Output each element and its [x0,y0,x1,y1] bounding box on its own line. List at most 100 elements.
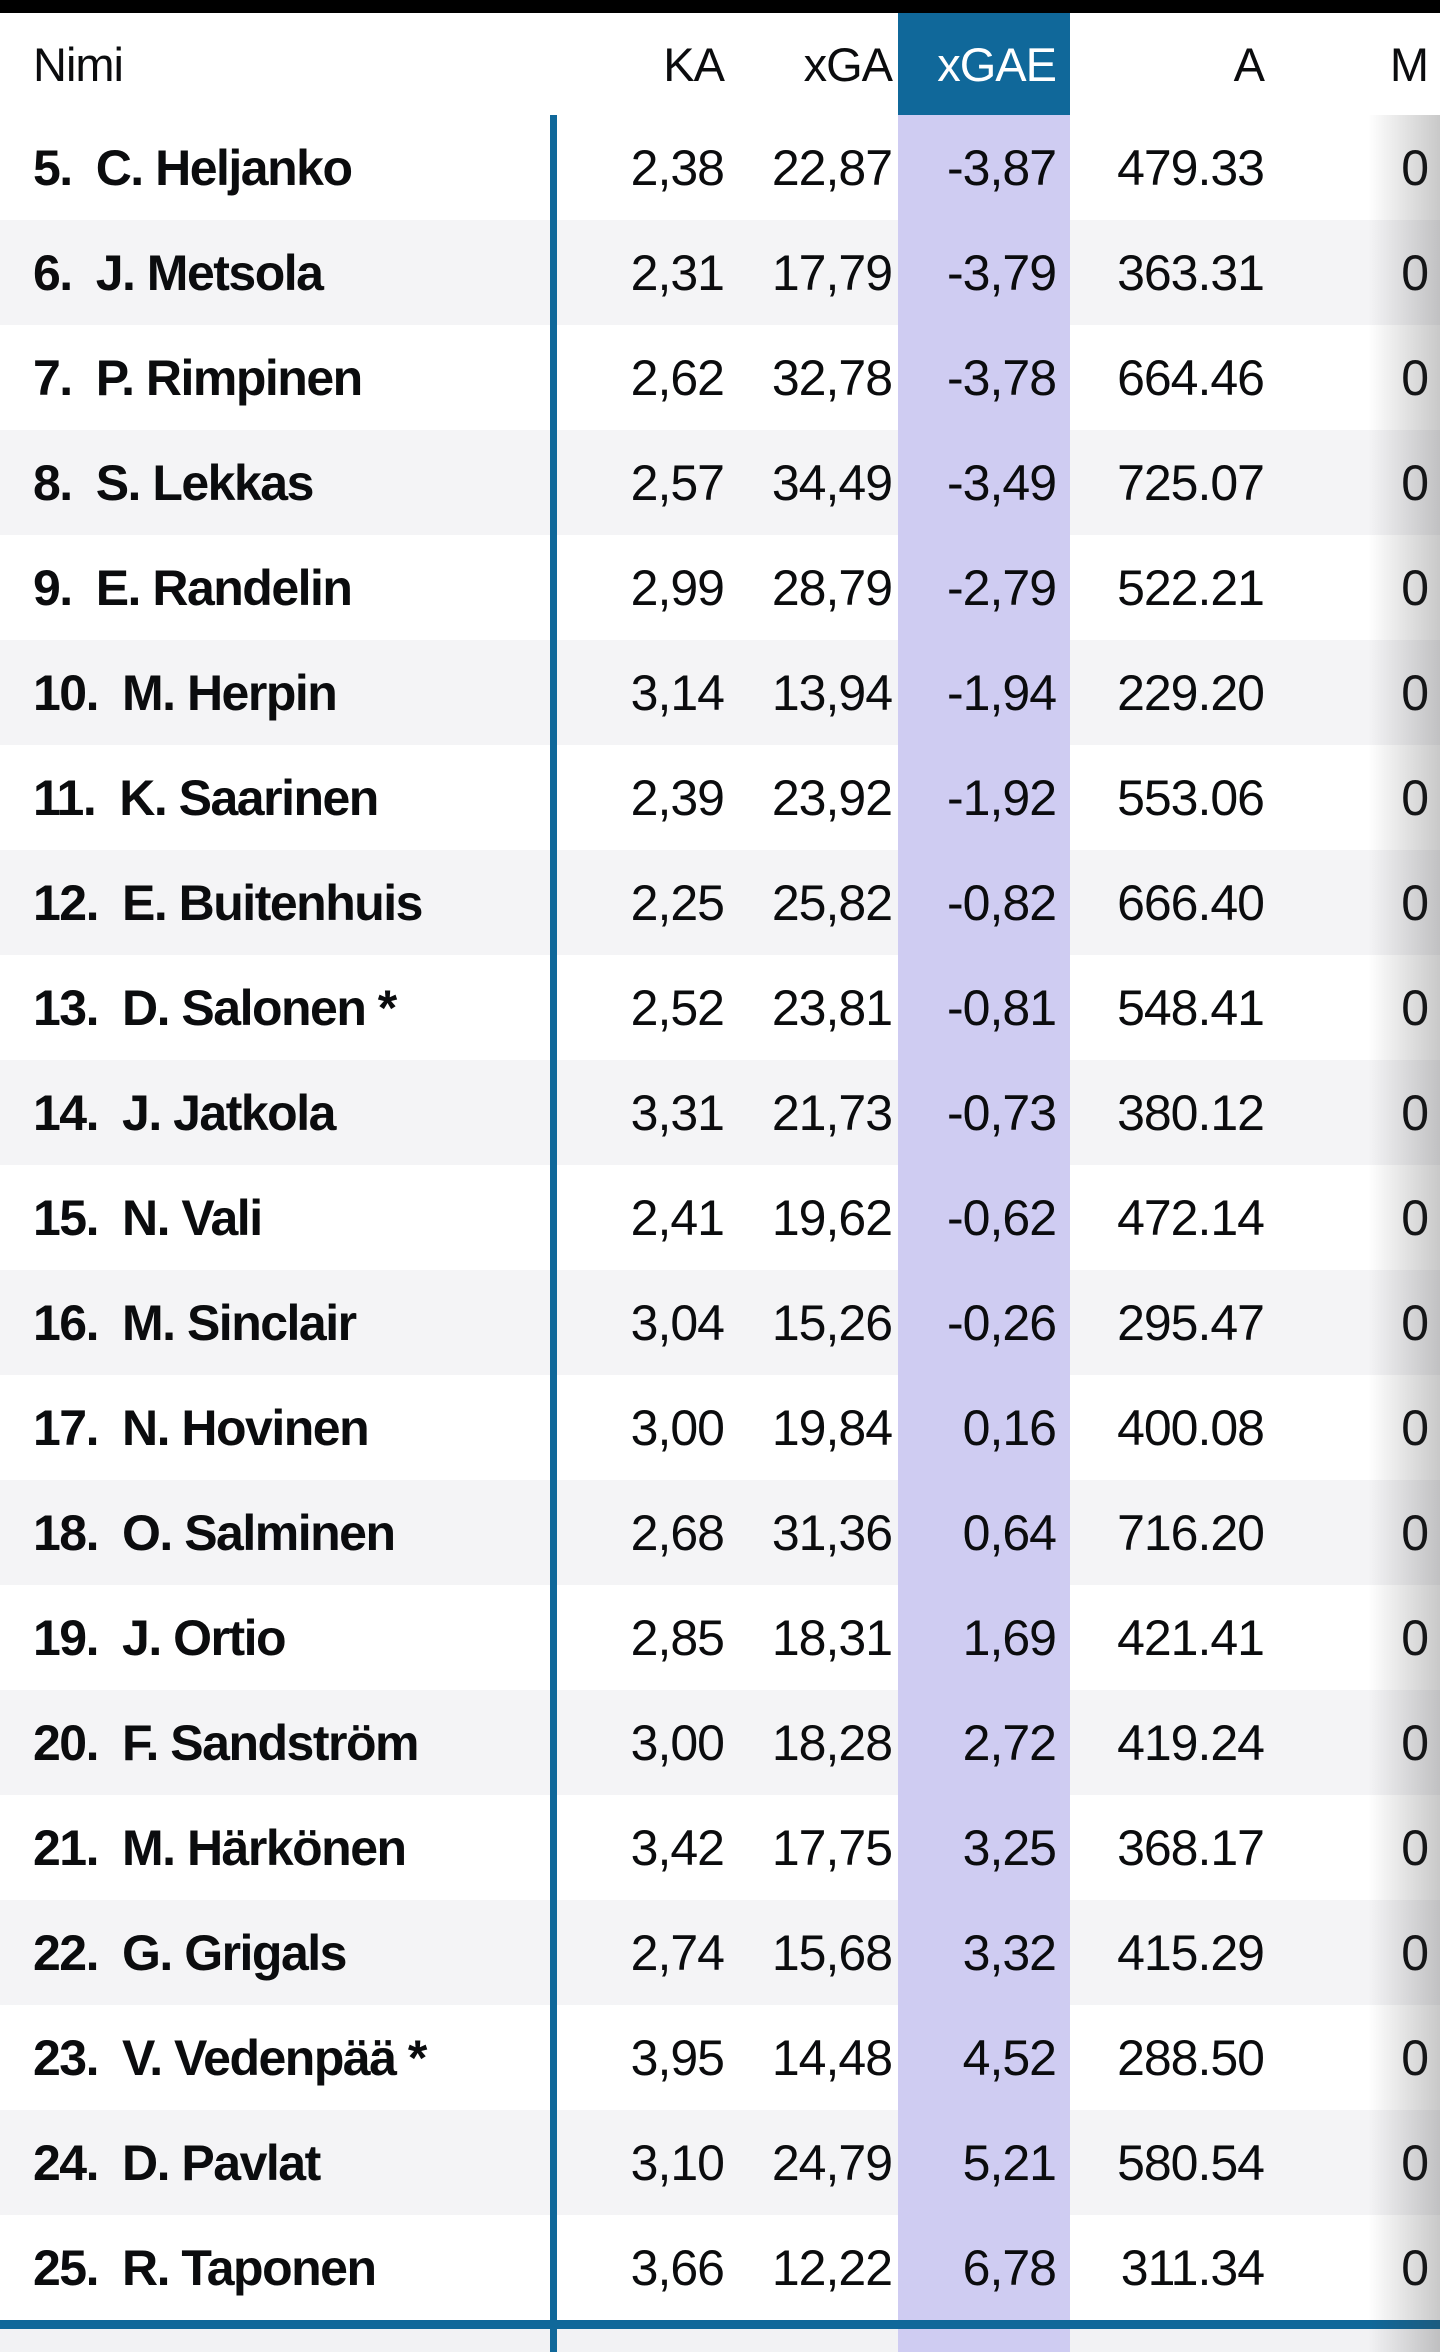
ka-value: 2,41 [630,1189,725,1246]
xgae-value-highlighted: -0,81 [898,955,1070,1060]
player-rank: 8. [33,454,73,511]
player-name-cell: 25. R. Taponen [0,2215,557,2320]
player-rank: 12. [33,874,100,931]
player-rank: 18. [33,1504,100,1561]
table-row[interactable]: 18. O. Salminen 2,68 31,36 0,64 716.20 0 [0,1480,1440,1585]
table-row[interactable]: 21. M. Härkönen 3,42 17,75 3,25 368.17 0 [0,1795,1440,1900]
player-name-cell: 10. M. Herpin [0,640,557,745]
table-row[interactable]: 14. J. Jatkola 3,31 21,73 -0,73 380.12 0 [0,1060,1440,1165]
bottom-blue-rule [0,2320,1440,2329]
player-name: D. Pavlat [122,2134,321,2191]
xgae-value-highlighted: -1,92 [898,745,1070,850]
a-value: 666.40 [1117,874,1265,931]
m-value: 0 [1401,1714,1429,1771]
table-row[interactable]: 9. E. Randelin 2,99 28,79 -2,79 522.21 0 [0,535,1440,640]
xga-value: 17,79 [771,244,893,301]
player-name: D. Salonen * [122,979,397,1036]
player-name: R. Taponen [122,2239,377,2296]
xga-value: 13,94 [771,664,893,721]
player-rank: 11. [33,769,97,826]
a-value: 363.31 [1117,244,1265,301]
player-rank: 15. [33,1189,100,1246]
m-value: 0 [1401,1084,1429,1141]
table-row[interactable]: 17. N. Hovinen 3,00 19,84 0,16 400.08 0 [0,1375,1440,1480]
player-name: J. Ortio [122,1609,287,1666]
m-value: 0 [1401,1294,1429,1351]
xgae-value-highlighted: -2,79 [898,535,1070,640]
table-row[interactable]: 19. J. Ortio 2,85 18,31 1,69 421.41 0 [0,1585,1440,1690]
xgae-value-highlighted: 3,32 [898,1900,1070,2005]
player-name: P. Rimpinen [95,349,363,406]
m-value: 0 [1401,1819,1429,1876]
column-divider-line [550,115,557,2352]
xga-value: 14,48 [771,2029,893,2086]
player-name-cell: 12. E. Buitenhuis [0,850,557,955]
a-value: 553.06 [1117,769,1265,826]
ka-value: 2,57 [630,454,725,511]
player-name-cell: 23. V. Vedenpää * [0,2005,557,2110]
ka-value: 2,99 [630,559,725,616]
table-row[interactable]: 22. G. Grigals 2,74 15,68 3,32 415.29 0 [0,1900,1440,2005]
ka-value: 3,31 [630,1084,725,1141]
ka-value: 3,00 [630,1399,725,1456]
table-row[interactable]: 23. V. Vedenpää * 3,95 14,48 4,52 288.50… [0,2005,1440,2110]
player-name-cell: 19. J. Ortio [0,1585,557,1690]
ka-value: 3,04 [630,1294,725,1351]
xgae-value-highlighted: 3,25 [898,1795,1070,1900]
player-rank: 16. [33,1294,100,1351]
player-rank: 10. [33,664,100,721]
column-header-nimi[interactable]: Nimi [33,37,124,91]
player-name: N. Vali [122,1189,263,1246]
column-header-xga[interactable]: xGA [803,37,893,91]
table-row[interactable]: 15. N. Vali 2,41 19,62 -0,62 472.14 0 [0,1165,1440,1270]
player-name-cell: 5. C. Heljanko [0,115,557,220]
a-value: 229.20 [1117,664,1265,721]
m-value: 0 [1401,2134,1429,2191]
a-value: 400.08 [1117,1399,1265,1456]
a-value: 368.17 [1117,1819,1265,1876]
a-value: 479.33 [1117,139,1265,196]
ka-value: 2,68 [630,1504,725,1561]
player-name-cell: 18. O. Salminen [0,1480,557,1585]
xga-value: 18,28 [771,1714,893,1771]
player-name: J. Jatkola [122,1084,336,1141]
player-rank: 9. [33,559,73,616]
table-row[interactable]: 24. D. Pavlat 3,10 24,79 5,21 580.54 0 [0,2110,1440,2215]
table-row[interactable]: 6. J. Metsola 2,31 17,79 -3,79 363.31 0 [0,220,1440,325]
ka-value: 3,10 [630,2134,725,2191]
table-row[interactable]: 16. M. Sinclair 3,04 15,26 -0,26 295.47 … [0,1270,1440,1375]
a-value: 419.24 [1117,1714,1265,1771]
column-header-a[interactable]: A [1233,37,1265,91]
column-header-m[interactable]: M [1389,37,1429,91]
xga-value: 22,87 [771,139,893,196]
xga-value: 18,31 [771,1609,893,1666]
table-row[interactable]: 11. K. Saarinen 2,39 23,92 -1,92 553.06 … [0,745,1440,850]
m-value: 0 [1401,1924,1429,1981]
table-row[interactable]: 10. M. Herpin 3,14 13,94 -1,94 229.20 0 [0,640,1440,745]
xgae-value-highlighted: -0,62 [898,1165,1070,1270]
column-header-xgae-selected[interactable]: xGAE [898,13,1070,115]
ka-value: 3,66 [630,2239,725,2296]
a-value: 288.50 [1117,2029,1265,2086]
table-row[interactable]: 8. S. Lekkas 2,57 34,49 -3,49 725.07 0 [0,430,1440,535]
table-row[interactable]: 20. F. Sandström 3,00 18,28 2,72 419.24 … [0,1690,1440,1795]
player-name-cell: 17. N. Hovinen [0,1375,557,1480]
a-value: 421.41 [1117,1609,1265,1666]
table-row[interactable]: 25. R. Taponen 3,66 12,22 6,78 311.34 0 [0,2215,1440,2320]
table-row[interactable]: 12. E. Buitenhuis 2,25 25,82 -0,82 666.4… [0,850,1440,955]
player-name-cell: 11. K. Saarinen [0,745,557,850]
player-name-cell: 24. D. Pavlat [0,2110,557,2215]
table-row[interactable]: 5. C. Heljanko 2,38 22,87 -3,87 479.33 0 [0,115,1440,220]
ka-value: 3,00 [630,1714,725,1771]
xgae-value-highlighted: 6,78 [898,2215,1070,2320]
player-rank: 23. [33,2029,100,2086]
player-name: V. Vedenpää * [122,2029,427,2086]
m-value: 0 [1401,349,1429,406]
xga-value: 15,26 [771,1294,893,1351]
column-header-ka[interactable]: KA [663,37,725,91]
a-value: 580.54 [1117,2134,1265,2191]
table-row[interactable]: 13. D. Salonen * 2,52 23,81 -0,81 548.41… [0,955,1440,1060]
table-row[interactable]: 7. P. Rimpinen 2,62 32,78 -3,78 664.46 0 [0,325,1440,430]
xga-value: 17,75 [771,1819,893,1876]
player-name-cell: 21. M. Härkönen [0,1795,557,1900]
